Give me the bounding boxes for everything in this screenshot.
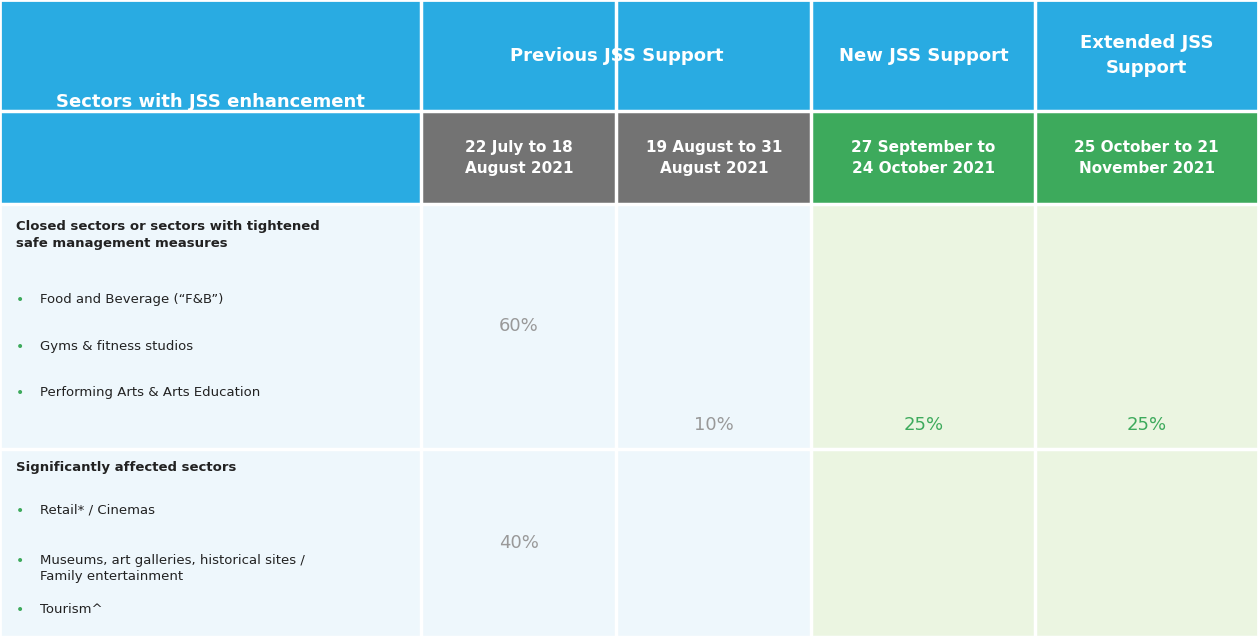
Text: 25%: 25% — [903, 416, 944, 434]
Text: 40%: 40% — [499, 534, 538, 552]
Text: Tourism^: Tourism^ — [40, 603, 103, 616]
Text: 60%: 60% — [499, 317, 538, 336]
Text: Museums, art galleries, historical sites /
Family entertainment: Museums, art galleries, historical sites… — [40, 554, 306, 583]
Text: Performing Arts & Arts Education: Performing Arts & Arts Education — [40, 386, 260, 399]
Text: Closed sectors or sectors with tightened
safe management measures: Closed sectors or sectors with tightened… — [16, 220, 320, 250]
Bar — [616, 111, 811, 204]
Bar — [1035, 449, 1258, 637]
Text: •: • — [16, 504, 25, 518]
Bar — [0, 204, 421, 449]
Bar — [811, 204, 1035, 449]
Text: •: • — [16, 386, 25, 400]
Text: 10%: 10% — [694, 416, 733, 434]
Text: •: • — [16, 603, 25, 617]
Text: New JSS Support: New JSS Support — [839, 47, 1008, 65]
Text: Sectors with JSS enhancement: Sectors with JSS enhancement — [57, 93, 365, 111]
Text: 19 August to 31
August 2021: 19 August to 31 August 2021 — [645, 140, 782, 176]
Bar — [811, 449, 1035, 637]
Bar — [811, 111, 1035, 204]
Bar — [421, 449, 616, 637]
Bar — [0, 0, 421, 204]
Text: Food and Beverage (“F&B”): Food and Beverage (“F&B”) — [40, 293, 224, 306]
Text: Extended JSS
Support: Extended JSS Support — [1079, 34, 1214, 77]
Bar — [1035, 111, 1258, 204]
Text: Previous JSS Support: Previous JSS Support — [509, 47, 723, 65]
Bar — [421, 204, 616, 449]
Text: •: • — [16, 293, 25, 307]
Text: 25 October to 21
November 2021: 25 October to 21 November 2021 — [1074, 140, 1219, 176]
Bar — [421, 111, 616, 204]
Bar — [1035, 0, 1258, 111]
Text: Gyms & fitness studios: Gyms & fitness studios — [40, 340, 194, 352]
Text: 25%: 25% — [1127, 416, 1166, 434]
Text: 27 September to
24 October 2021: 27 September to 24 October 2021 — [852, 140, 995, 176]
Text: •: • — [16, 340, 25, 354]
Bar — [811, 0, 1035, 111]
Bar — [616, 449, 811, 637]
Text: •: • — [16, 554, 25, 568]
Text: Significantly affected sectors: Significantly affected sectors — [16, 461, 237, 473]
Bar — [0, 449, 421, 637]
Bar — [1035, 204, 1258, 449]
Text: 22 July to 18
August 2021: 22 July to 18 August 2021 — [464, 140, 574, 176]
Bar — [421, 0, 811, 111]
Bar — [616, 204, 811, 449]
Text: Retail* / Cinemas: Retail* / Cinemas — [40, 504, 155, 517]
